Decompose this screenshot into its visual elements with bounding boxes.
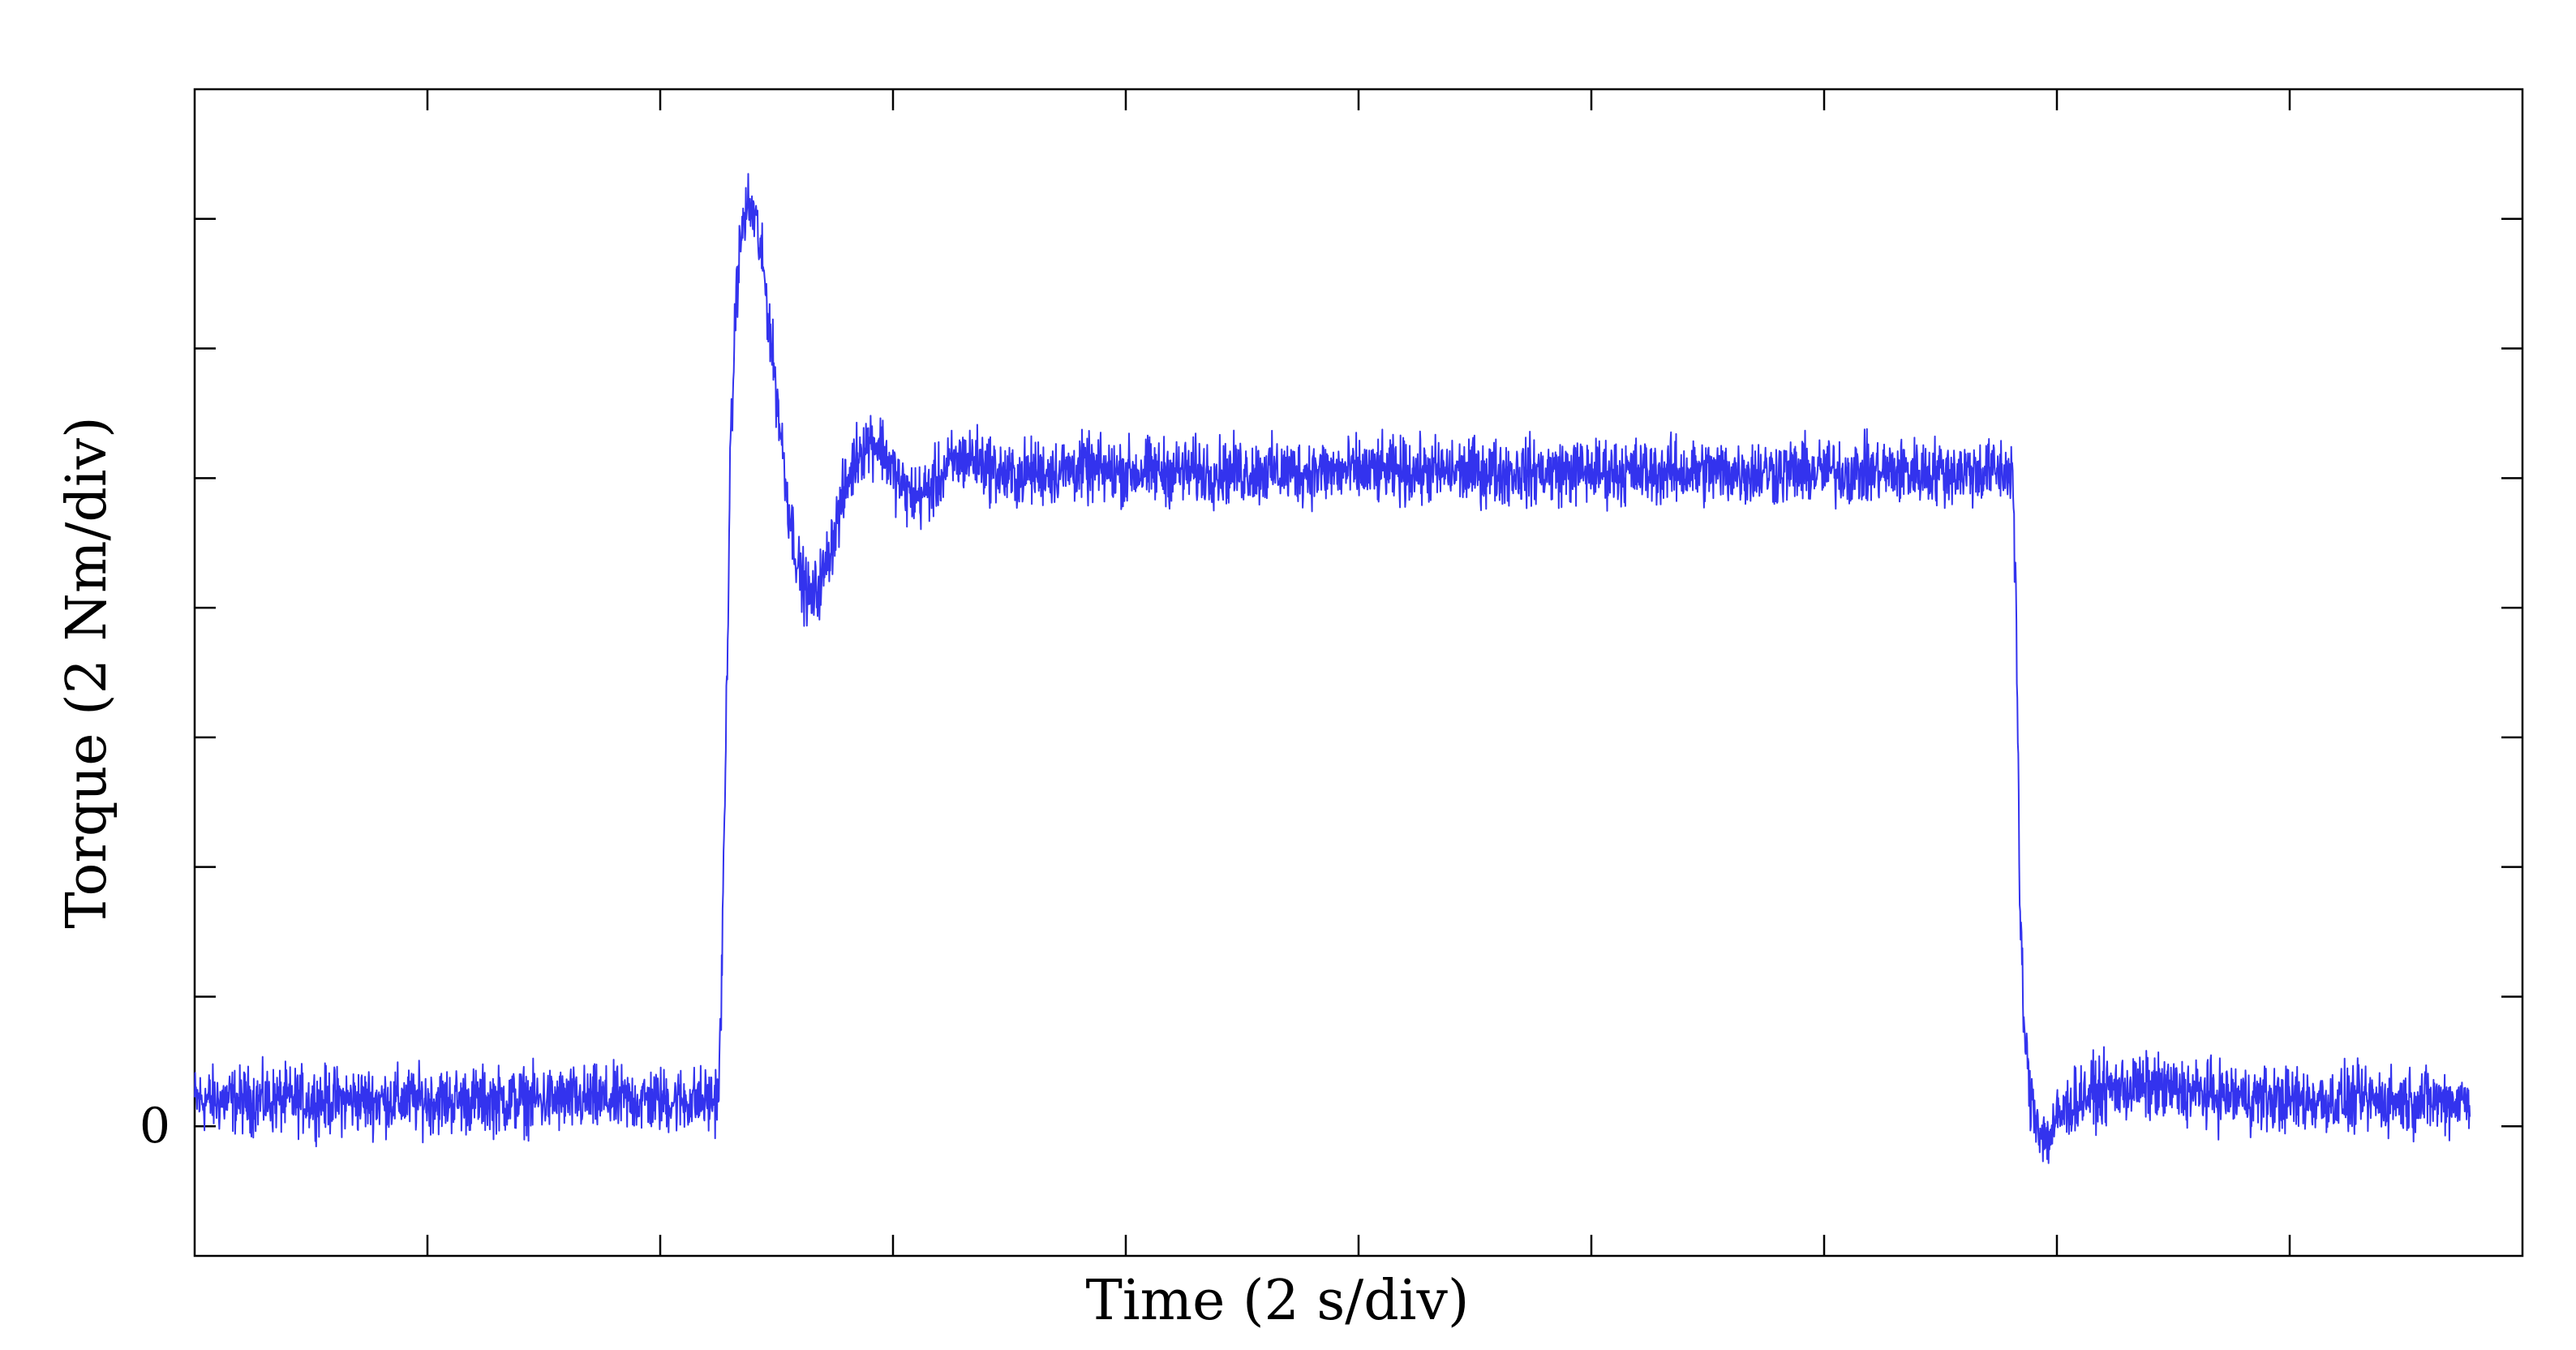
x-axis-label: Time (2 s/div) [1086, 1269, 1470, 1333]
tick-marks [195, 89, 2522, 1256]
torque-series-line [194, 173, 2471, 1164]
y-tick-label: 0 [140, 1098, 170, 1154]
data-traces [194, 173, 2471, 1164]
y-tick-labels: 0 [140, 1098, 170, 1154]
y-axis-label: Torque (2 Nm/div) [55, 416, 119, 928]
